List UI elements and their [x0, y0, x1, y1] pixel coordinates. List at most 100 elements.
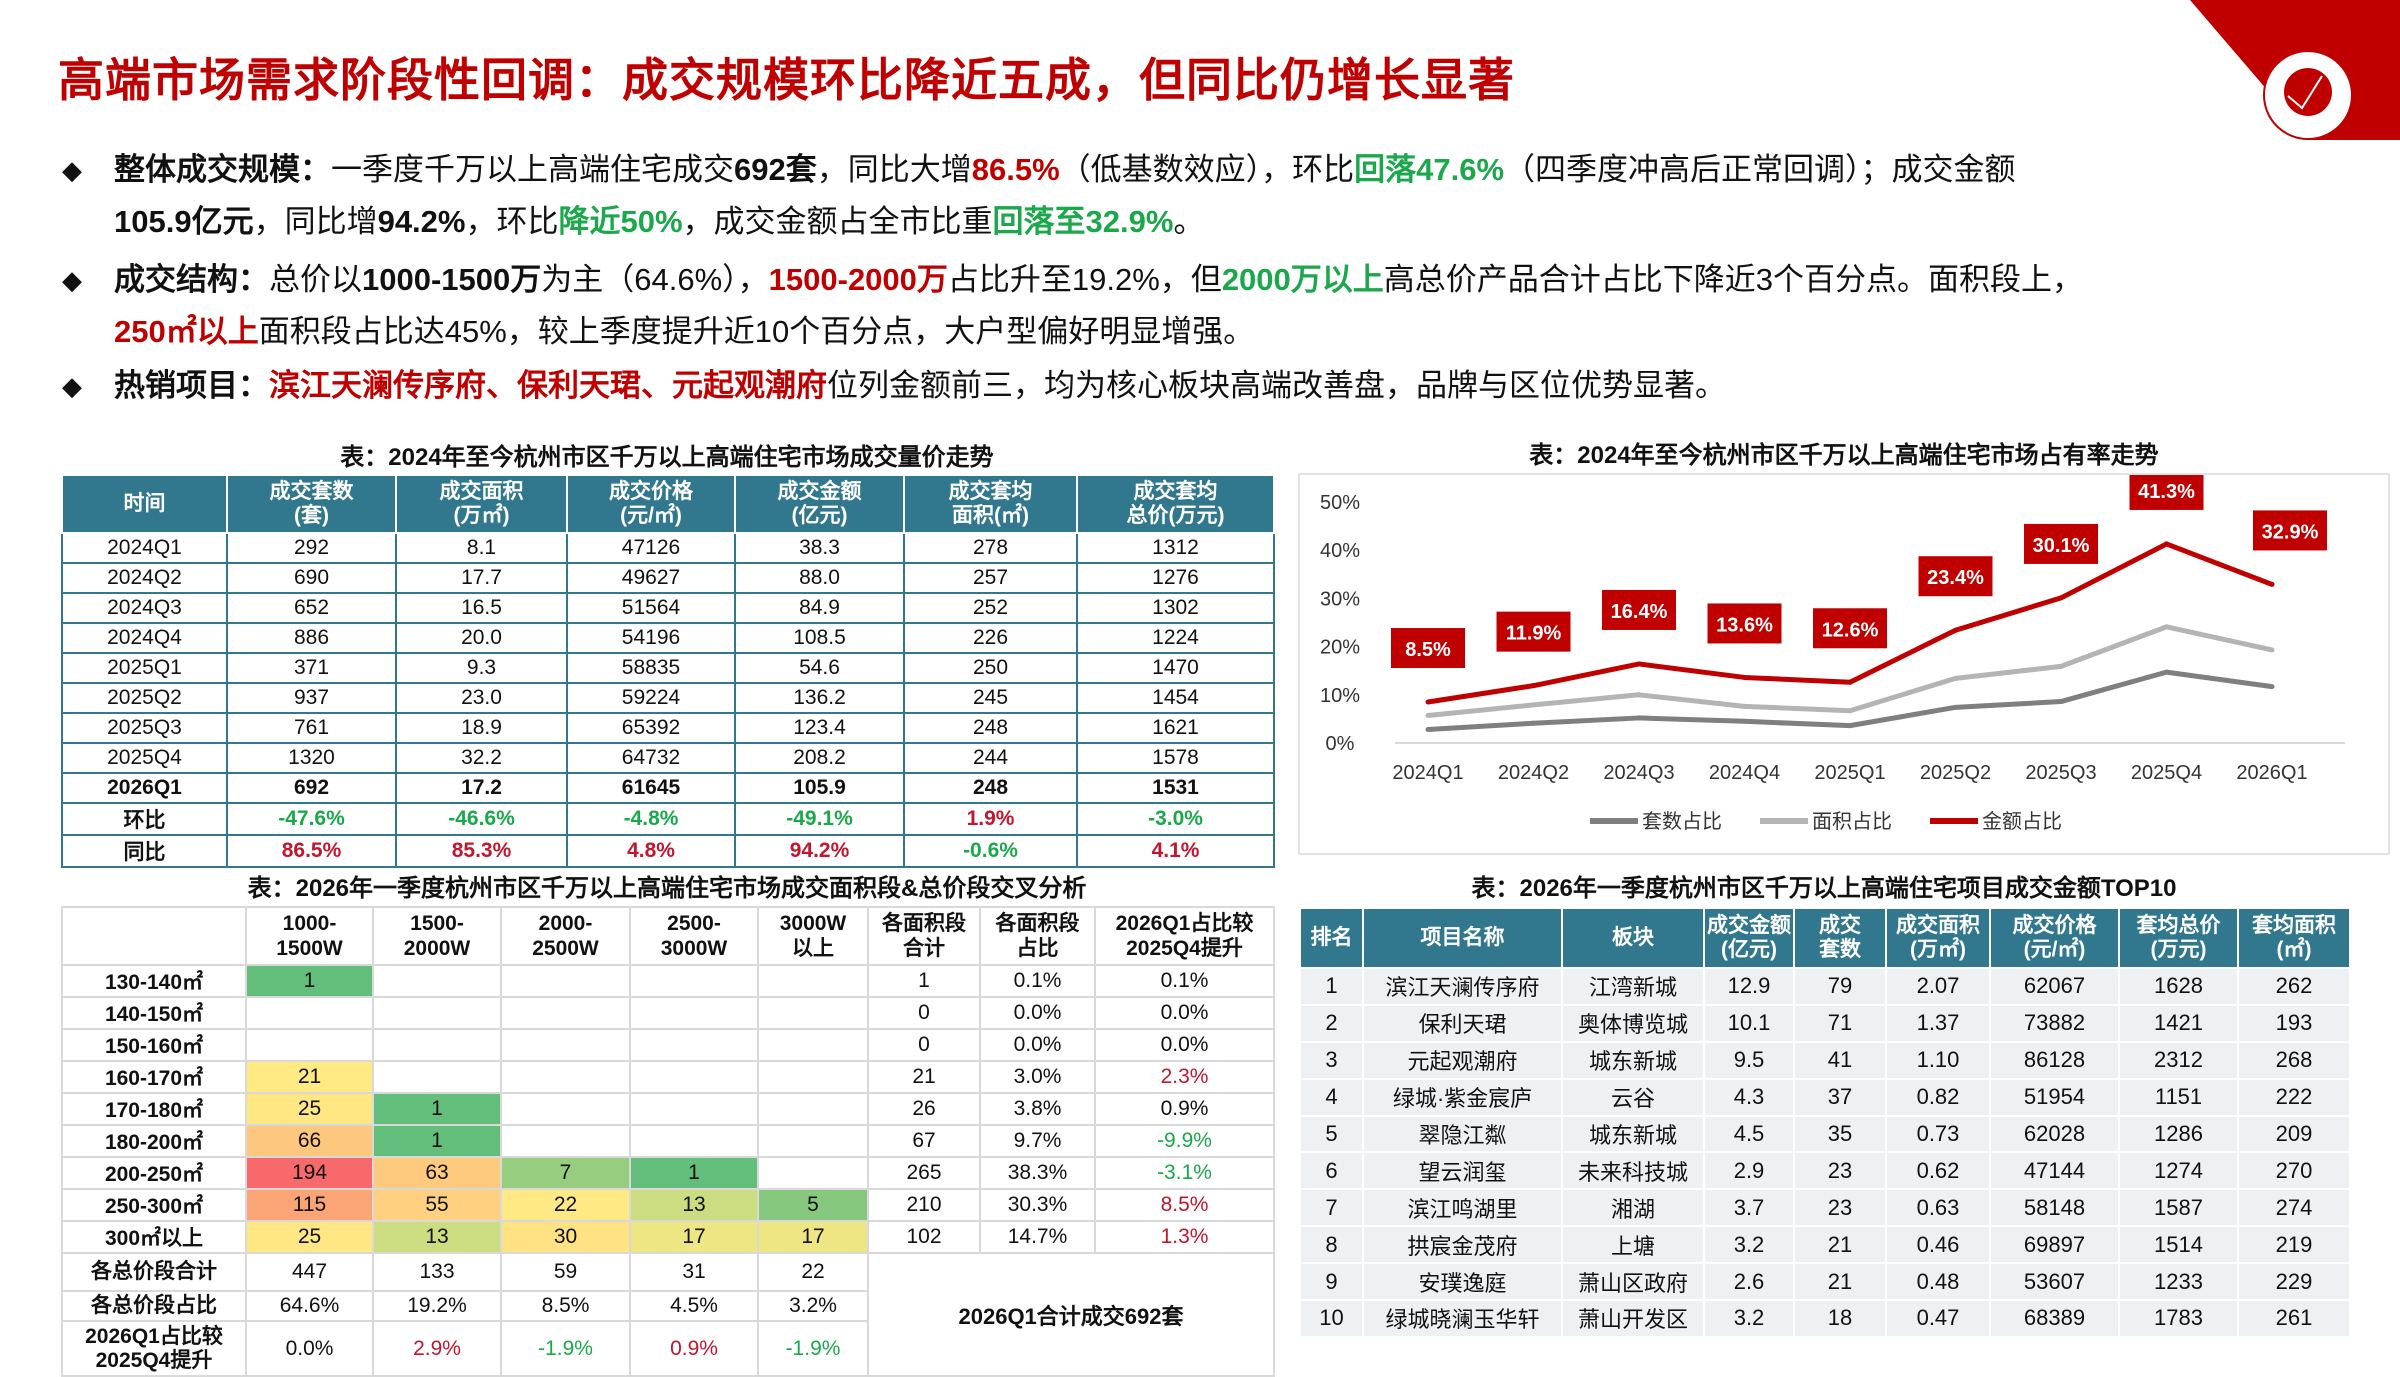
table-cell: 1274	[2118, 1151, 2239, 1191]
table-cell: 萧山区政府	[1561, 1262, 1705, 1302]
table-cell: -49.1%	[734, 802, 905, 836]
table-cell: 244	[903, 742, 1078, 774]
table-cell: 4.1%	[1076, 834, 1275, 868]
table-cell: 292	[226, 532, 397, 564]
bullet-line: 105.9亿元，同比增94.2%，环比降近50%，成交金额占全市比重回落至32.…	[114, 202, 1204, 242]
table-cell: 3.2	[1703, 1299, 1795, 1338]
table-row: 1 滨江天澜传序府 江湾新城 12.9 79 2.07 62067 1628 262	[1299, 967, 2351, 1006]
row-label: 150-160㎡	[61, 1028, 247, 1062]
x-tick-label: 2025Q3	[2025, 762, 2096, 784]
table-cell: 1.10	[1885, 1040, 1991, 1080]
chart-title: 表：2024年至今杭州市区千万以上高端住宅市场占有率走势	[1529, 442, 2159, 469]
row-label: 2024Q4	[61, 622, 228, 654]
heatmap-cell	[757, 964, 869, 998]
table-cell: 41	[1793, 1040, 1887, 1080]
table-cell: 250	[903, 652, 1078, 684]
data-point	[1742, 718, 1747, 724]
heatmap-cell	[372, 964, 502, 998]
heatmap-cell	[500, 1092, 631, 1126]
table-cell: 222	[2237, 1077, 2351, 1117]
table-cell: 690	[226, 562, 397, 594]
table-cell: 278	[903, 532, 1078, 564]
data-point	[2269, 581, 2275, 587]
data-label-text: 23.4%	[1927, 567, 1984, 589]
market-share-line-chart: 0% 10% 20% 30% 40% 50% 2024Q1 2024Q2 2024Q3 2024Q…	[1298, 469, 2390, 855]
bullet-segment: 回落至32.9%	[992, 204, 1174, 239]
bullet-segment: 高总价产品合计占比下降近3个百分点。面积段上，	[1383, 262, 2084, 297]
column-header: 1000- 1500W	[245, 906, 374, 966]
column-header: 成交价格 (元/㎡)	[1989, 907, 2120, 969]
table-cell: 262	[2237, 967, 2351, 1006]
table-cell: 0.73	[1885, 1114, 1991, 1154]
table-cell: 32.2	[395, 742, 568, 774]
summary-row: 各总价段合计 447 133 59 31 22 2026Q1合计成交692套	[61, 1252, 1275, 1377]
y-tick-label: 40%	[1320, 540, 1360, 562]
row-label: 2025Q2	[61, 682, 228, 714]
table-cell: 1233	[2118, 1262, 2239, 1302]
table-row: 7 滨江鸣湖里 湘湖 3.7 23 0.63 58148 1587 274	[1299, 1188, 2351, 1228]
y-tick-label: 20%	[1320, 637, 1360, 659]
column-header: 各面积段 占比	[979, 906, 1096, 966]
row-label: 250-300㎡	[61, 1188, 247, 1222]
bullet-segment: 占比升至19.2%，但	[947, 262, 1222, 297]
table-cell: 8.5%	[500, 1290, 631, 1322]
table-cell: 17.2	[395, 772, 568, 804]
table-cell: 1	[867, 964, 981, 998]
table-cell: 447	[245, 1252, 374, 1292]
y-tick-label: 10%	[1320, 685, 1360, 707]
table-cell: 886	[226, 622, 397, 654]
legend-item: 套数占比	[1590, 810, 1722, 833]
column-header: 3000W 以上	[757, 906, 869, 966]
table-row: 2026Q1 692 17.2 61645 105.9 248 1531	[61, 772, 1275, 804]
table-cell: 49627	[566, 562, 736, 594]
data-point	[1531, 702, 1536, 708]
table-cell: 268	[2237, 1040, 2351, 1080]
table3-title: 表：2026年一季度杭州市区千万以上高端住宅项目成交金额TOP10	[1471, 875, 2177, 902]
row-label: 160-170㎡	[61, 1060, 247, 1094]
data-point	[2058, 699, 2064, 705]
x-tick-label: 2024Q2	[1498, 762, 1569, 784]
table-cell: 2.3%	[1094, 1060, 1275, 1094]
table-cell: 1151	[2118, 1077, 2239, 1117]
column-header: 成交面积 (万㎡)	[395, 474, 568, 534]
table-row: 200-250㎡ 194 63 7 1 265 38.3% -3.1%	[61, 1156, 1275, 1190]
heatmap-cell	[629, 996, 759, 1030]
table-row: 9 安璞逸庭 萧山区政府 2.6 21 0.48 53607 1233 229	[1299, 1262, 2351, 1302]
column-header: 成交金额 (亿元)	[734, 474, 905, 534]
heatmap-cell: 17	[757, 1220, 869, 1254]
table-cell: 64.6%	[245, 1290, 374, 1322]
table-cell: 2.9	[1703, 1151, 1795, 1191]
table-cell: 209	[2237, 1114, 2351, 1154]
heatmap-cell: 1	[372, 1124, 502, 1158]
table-cell: 5	[1299, 1114, 1364, 1154]
column-header: 成交金额 (亿元)	[1703, 907, 1795, 969]
data-label: 11.9%	[1496, 611, 1571, 652]
row-label: 同比	[61, 834, 228, 868]
data-label-text: 41.3%	[2138, 481, 2195, 503]
table-cell: 59	[500, 1252, 631, 1292]
heatmap-cell: 5	[757, 1188, 869, 1222]
data-label: 32.9%	[2253, 510, 2327, 551]
table-cell: 7	[1299, 1188, 1364, 1228]
table-cell: 0.47	[1885, 1299, 1991, 1338]
table-cell: 1421	[2118, 1003, 2239, 1043]
column-header: 成交面积 (万㎡)	[1885, 907, 1991, 969]
heatmap-cell: 13	[629, 1188, 759, 1222]
table-cell: 17.7	[395, 562, 568, 594]
column-header: 时间	[61, 474, 228, 534]
project-name: 元起观潮府	[1362, 1040, 1563, 1080]
heatmap-cell: 25	[245, 1220, 374, 1254]
table-cell: 4.5	[1703, 1114, 1795, 1154]
heatmap-cell: 1	[245, 964, 374, 998]
table-cell: 0.9%	[629, 1320, 759, 1377]
table-cell: 265	[867, 1156, 981, 1190]
column-header: 排名	[1299, 907, 1364, 969]
data-point	[1531, 683, 1536, 689]
column-header: 套均面积 (㎡)	[2237, 907, 2351, 969]
table-cell: 248	[903, 712, 1078, 744]
table-cell: 0.0%	[979, 996, 1096, 1030]
table-cell: 4.5%	[629, 1290, 759, 1322]
volume-price-trend-table: 时间 成交套数 (套) 成交面积 (万㎡) 成交价格 (元/㎡) 成交金额 (亿元) 成交套均 面积…	[61, 474, 1275, 868]
heatmap-cell: 194	[245, 1156, 374, 1190]
row-label: 200-250㎡	[61, 1156, 247, 1190]
